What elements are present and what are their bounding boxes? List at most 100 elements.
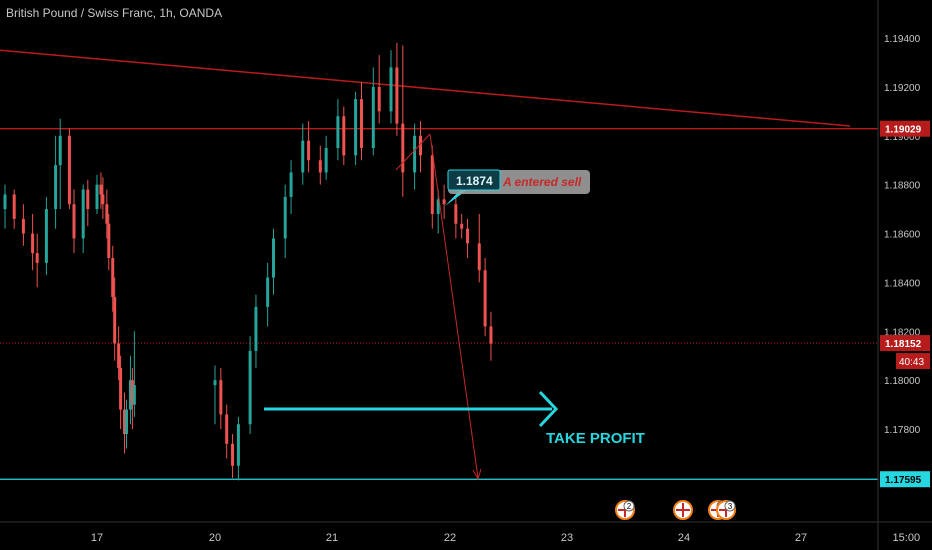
x-tick-label: 24 [678,532,690,544]
candle-body [58,135,62,166]
candle-body [95,184,99,210]
candle-body [128,380,132,410]
trendline-layer [0,49,851,127]
y-tick-label: 1.18800 [884,181,921,192]
candle-body [236,424,240,466]
candle-body [371,86,375,148]
candle-body [123,409,127,434]
x-tick-label: 27 [795,532,807,544]
y-tick-label: 1.19400 [884,34,921,45]
countdown-badge [896,353,930,370]
candle-body [117,343,121,368]
candle-body [119,368,123,410]
candle-body [272,238,275,278]
projection-line-short [395,133,431,171]
projection-line [429,133,479,479]
candles-layer [3,42,493,481]
countdown-label: 40:43 [899,357,924,368]
candle-body [105,204,109,224]
y-tick-label: 1.19000 [884,132,921,143]
candle-body [107,223,111,258]
candle-body [289,172,293,197]
take-profit-label: TAKE PROFIT [546,430,645,447]
y-tick-label: 1.18400 [884,278,921,289]
callout-price: 1.1874 [456,174,493,188]
candle-body [130,380,134,405]
candle-body [231,443,235,466]
candle-body [336,116,340,148]
price-badges: 1.19029 1.18152 1.17595 40:43 [880,120,930,488]
candle-body [301,140,305,173]
uk-flag-icon: 2 [615,500,635,520]
event-count-badge [623,500,635,512]
candle-body [81,189,85,239]
callout-price-box [447,169,501,191]
price-badge-label: 1.19029 [885,125,922,136]
y-tick-label: 1.18000 [884,376,921,387]
candle-body [454,204,458,224]
y-tick-label: 1.19200 [884,83,921,94]
candle-body [466,228,470,244]
candle-body [307,140,311,161]
candle-body [12,194,16,219]
candle-body [213,380,217,386]
candle-body [477,243,481,271]
candle-body [442,199,446,205]
candle-body [44,209,48,263]
candle-body [111,258,115,298]
price-badge [880,471,930,488]
x-tick-label: 22 [444,532,456,544]
candle-body [460,223,464,229]
candle-body [419,135,422,156]
callout-text: A entered sell [502,175,582,189]
price-badge [880,120,930,137]
horizontal-lines [0,128,878,480]
candle-body [354,99,358,156]
event-count-badge [724,500,736,512]
candle-body [99,184,103,195]
candle-body [436,199,440,214]
candle-body [342,116,346,156]
candle-body [360,99,363,148]
symbol-title: British Pound / Swiss Franc, 1h, OANDA [6,6,223,20]
candle-body [67,135,71,205]
candle-body [132,385,136,405]
projection-arrowhead [472,468,482,481]
price-badge [880,335,930,352]
candle-body [125,409,128,434]
candle-body [430,155,434,214]
candle-body [225,414,229,444]
y-tick-label: 1.18600 [884,230,921,241]
candle-body [283,196,287,239]
y-tick-label: 1.18200 [884,327,921,338]
candle-body [324,148,328,173]
x-tick-label: 21 [326,532,338,544]
candle-body [266,277,270,307]
take-profit-arrowhead [538,390,559,428]
candle-body [483,270,487,327]
candle-body [395,67,399,124]
candle-body [401,123,405,173]
candle-body [21,218,25,234]
x-tick-label: 15:00 [893,532,921,544]
uk-flag-icon [673,500,693,520]
annotations-layer: TAKE PROFIT 1.1874 A entered sell [264,133,645,481]
uk-flag-icon: 3 [716,500,736,520]
candle-body [54,165,58,210]
resistance-trendline [0,49,851,127]
candle-body [101,194,105,205]
candle-body [86,189,90,210]
candle-body [219,380,223,415]
x-tick-label: 23 [561,532,573,544]
price-badge-label: 1.18152 [885,339,922,350]
event-count: 2 [627,502,632,511]
candle-body [318,160,322,173]
candle-body [377,86,381,112]
candle-body [31,233,35,254]
price-badge-label: 1.17595 [885,475,922,486]
x-tick-label: 17 [91,532,103,544]
candle-body [413,135,417,173]
